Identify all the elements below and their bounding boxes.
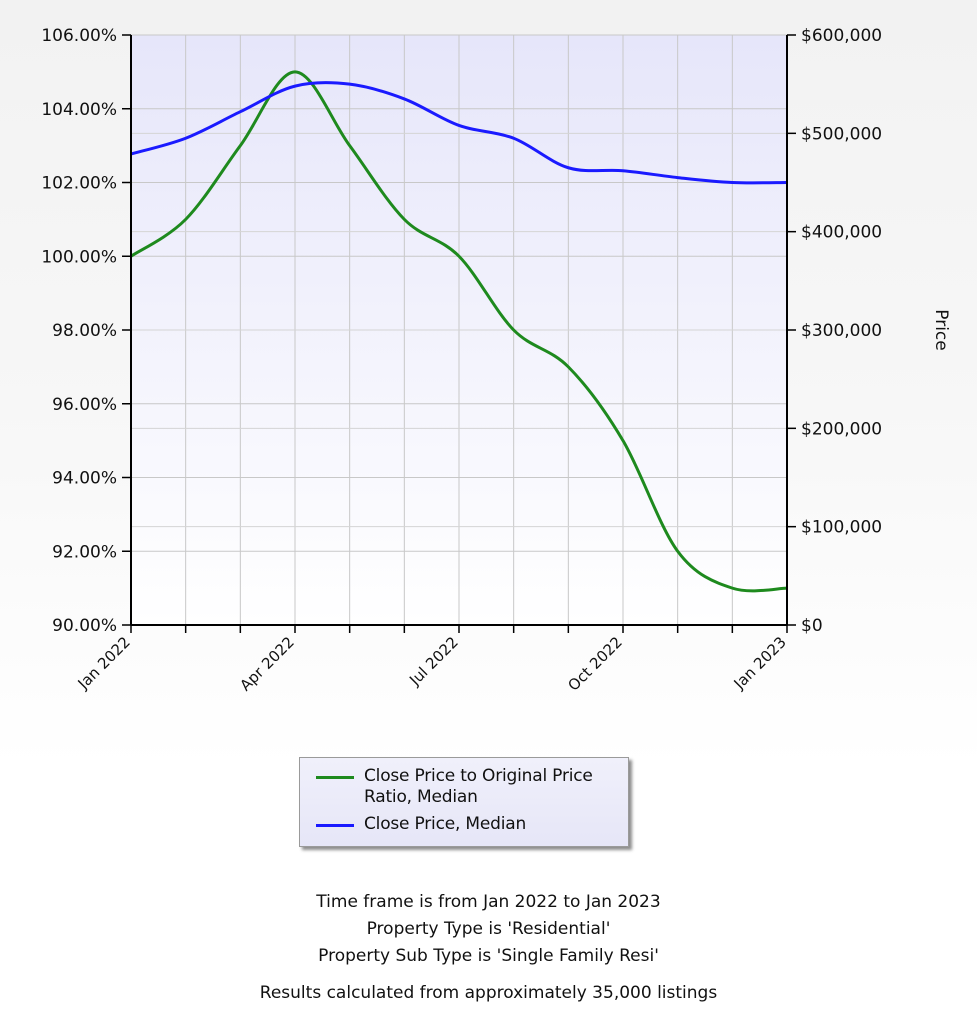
footer-property-sub-type: Property Sub Type is 'Single Family Resi…: [318, 946, 659, 966]
legend-label-price: Close Price, Median: [364, 814, 527, 834]
legend-label-ratio: Close Price to Original Price Ratio, Med…: [364, 766, 593, 807]
left-axis-tick-label: 100.00%: [41, 247, 117, 267]
left-axis-tick-label: 102.00%: [41, 174, 117, 194]
legend-swatch-price: [316, 824, 354, 827]
x-axis-tick-label: Oct 2022: [564, 633, 625, 694]
left-axis-tick-label: 96.00%: [52, 395, 117, 415]
footer-timeframe: Time frame is from Jan 2022 to Jan 2023: [316, 892, 661, 912]
right-axis-title: Price: [931, 309, 951, 350]
left-axis-ticks: 90.00% 92.00% 94.00% 96.00% 98.00% 100.00% 102…: [41, 26, 131, 636]
x-axis-tick-label: Jan 2022: [74, 633, 134, 693]
footer-property-type: Property Type is 'Residential': [366, 919, 611, 939]
series-line-close-price-ratio: [130, 70, 788, 593]
right-axis-tick-label: $400,000: [801, 223, 882, 243]
series-line-close-price: [130, 81, 788, 185]
right-axis-tick-label: $600,000: [801, 26, 882, 46]
x-axis-tick-label: Jul 2022: [405, 633, 462, 690]
right-axis-tick-label: $100,000: [801, 518, 882, 538]
right-axis-tick-label: $200,000: [801, 419, 882, 439]
right-axis-tick-label: $300,000: [801, 321, 882, 341]
footer-results-count: Results calculated from approximately 35…: [259, 983, 718, 1003]
right-axis-tick-label: $0: [801, 616, 823, 636]
left-axis-tick-label: 106.00%: [41, 26, 117, 46]
x-axis-tick-label: Apr 2022: [236, 633, 297, 694]
left-axis-tick-label: 104.00%: [41, 100, 117, 120]
right-axis-ticks: $0 $100,000 $200,000 $300,000 $400,000 $500,0…: [787, 26, 882, 636]
left-axis-tick-label: 90.00%: [52, 616, 117, 636]
chart: 90.00% 92.00% 94.00% 96.00% 98.00% 100.00% 102…: [41, 26, 951, 695]
left-axis-tick-label: 94.00%: [52, 469, 117, 489]
right-axis-tick-label: $500,000: [801, 124, 882, 144]
x-axis-tick-label: Jan 2023: [730, 633, 790, 693]
legend: Close Price to Original Price Ratio, Med…: [299, 757, 629, 847]
x-axis-ticks: Jan 2022 Apr 2022 Jul 2022 Oct 2022 Jan 2023: [74, 625, 790, 695]
series-layer: [130, 70, 788, 593]
gridlines: [131, 34, 788, 625]
legend-item-price: Close Price, Median: [316, 814, 526, 835]
left-axis-tick-label: 98.00%: [52, 321, 117, 341]
legend-swatch-ratio: [316, 776, 354, 779]
left-axis-tick-label: 92.00%: [52, 542, 117, 562]
legend-item-ratio: Close Price to Original Price Ratio, Med…: [316, 766, 626, 808]
